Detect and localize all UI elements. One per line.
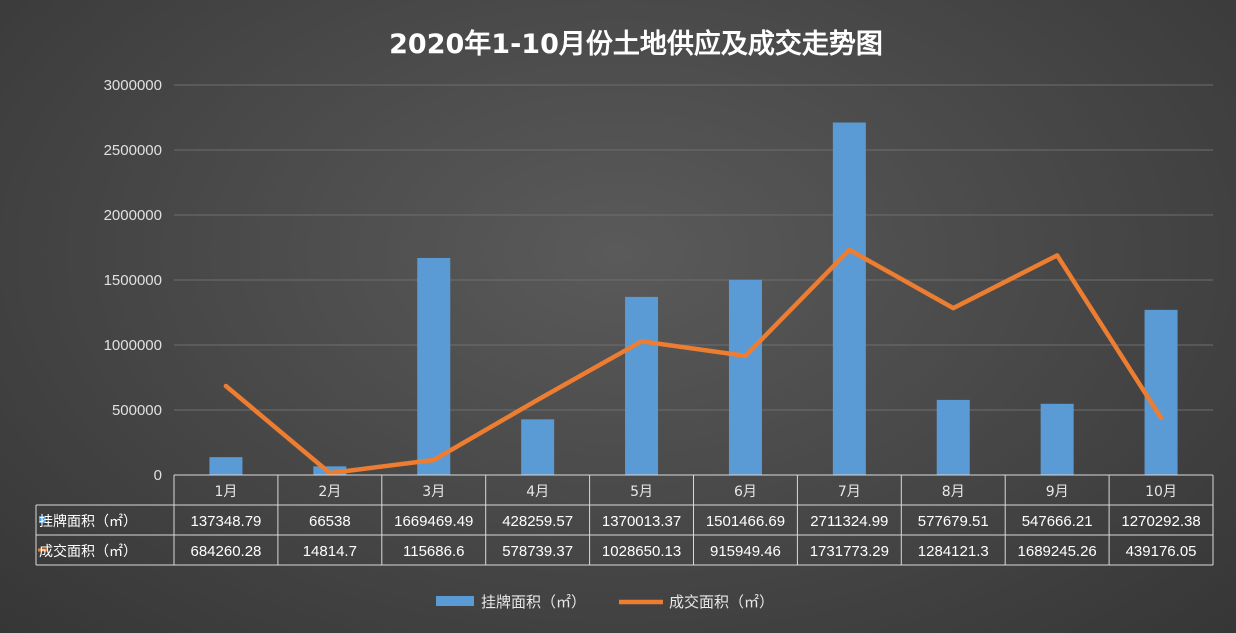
y-tick-label: 500000 — [112, 402, 162, 419]
table-cell: 66538 — [309, 513, 351, 530]
table-cell: 1270292.38 — [1121, 513, 1200, 530]
bar-series — [209, 122, 1178, 476]
table-cell: 1731773.29 — [810, 543, 889, 560]
table-cell: 1284121.3 — [918, 543, 989, 560]
bar — [728, 279, 762, 475]
line-series — [223, 247, 1164, 476]
y-tick-label: 3000000 — [104, 77, 162, 94]
table-cell: 428259.57 — [502, 513, 573, 530]
category-label: 8月 — [942, 484, 965, 500]
table-cell: 1501466.69 — [706, 513, 785, 530]
table-cell: 14814.7 — [303, 543, 357, 560]
table-cell: 1689245.26 — [1018, 543, 1097, 560]
bar — [1144, 309, 1178, 475]
category-label: 5月 — [630, 484, 653, 500]
table-cell: 439176.05 — [1126, 543, 1197, 560]
table-cell: 684260.28 — [190, 543, 261, 560]
table-cell: 2711324.99 — [810, 513, 888, 530]
table-cell: 137348.79 — [190, 513, 261, 530]
bar — [832, 122, 866, 476]
table-cell: 1028650.13 — [602, 543, 681, 560]
table-cell: 578739.37 — [502, 543, 573, 560]
bar — [936, 399, 970, 475]
bar — [625, 296, 659, 475]
table-cell: 1669469.49 — [394, 513, 473, 530]
bar — [1040, 403, 1074, 475]
category-label: 2月 — [318, 484, 341, 500]
y-tick-label: 2000000 — [104, 207, 162, 224]
category-label: 1月 — [214, 484, 237, 500]
category-label: 6月 — [734, 484, 757, 500]
table-cell: 577679.51 — [918, 513, 989, 530]
row-key-bar — [39, 516, 46, 523]
y-tick-label: 1500000 — [104, 272, 162, 289]
gridlines — [174, 84, 1213, 476]
legend-swatch-bar — [436, 596, 474, 606]
line-path — [223, 247, 1164, 476]
table-row-label: 挂牌面积（㎡） — [39, 513, 137, 530]
y-tick-label: 1000000 — [104, 337, 162, 354]
table-cell: 915949.46 — [710, 543, 781, 560]
bar — [521, 419, 555, 475]
category-label: 4月 — [526, 484, 549, 500]
chart-title: 2020年1-10月份土地供应及成交走势图 — [389, 28, 883, 60]
table-row-label: 成交面积（㎡） — [39, 543, 137, 560]
category-label: 3月 — [422, 484, 445, 500]
bar — [417, 257, 451, 475]
y-axis-ticks: 0 500000 1000000 1500000 2000000 2500000 30000… — [104, 77, 162, 484]
category-label: 10月 — [1145, 484, 1177, 500]
y-tick-label: 0 — [154, 467, 162, 484]
table-cell: 1370013.37 — [602, 513, 681, 530]
legend: 挂牌面积（㎡） 成交面积（㎡） — [436, 593, 774, 611]
bar — [209, 457, 243, 475]
category-label: 9月 — [1046, 484, 1069, 500]
table-cell: 547666.21 — [1022, 513, 1093, 530]
legend-label: 挂牌面积（㎡） — [481, 593, 586, 611]
category-label: 7月 — [838, 484, 861, 500]
y-tick-label: 2500000 — [104, 142, 162, 159]
legend-label: 成交面积（㎡） — [669, 593, 774, 611]
table-cell: 115686.6 — [403, 543, 464, 560]
